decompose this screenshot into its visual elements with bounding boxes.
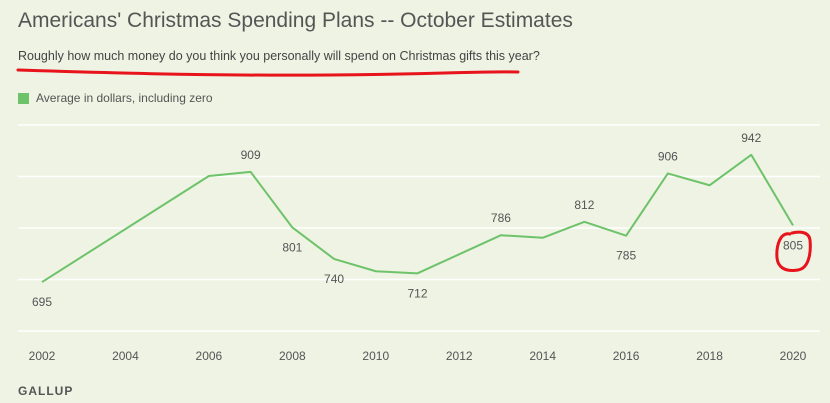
data-label: 695 [32,295,52,309]
x-tick-label: 2020 [780,349,807,363]
data-label: 805 [783,238,803,252]
x-tick-label: 2006 [196,349,223,363]
legend-label: Average in dollars, including zero [36,91,213,105]
circle-annotation [775,230,812,272]
x-tick-label: 2018 [696,349,723,363]
data-label: 942 [741,131,761,145]
x-tick-label: 2014 [529,349,556,363]
data-label: 740 [324,272,344,286]
data-label: 812 [574,198,594,212]
annotations [16,68,812,272]
data-label: 906 [658,149,678,163]
data-labels: 695 909 801 740 712 786 812 785 906 942 805 [32,131,803,309]
x-tick-label: 2004 [112,349,139,363]
data-label: 909 [241,148,261,162]
data-label: 786 [491,211,511,225]
data-label: 801 [282,240,302,254]
x-tick-label: 2012 [446,349,473,363]
source-label: GALLUP [18,384,74,398]
chart-title: Americans' Christmas Spending Plans -- O… [18,9,573,32]
data-label: 785 [616,249,636,263]
chart-subtitle: Roughly how much money do you think you … [18,49,540,63]
series-layer [41,153,794,283]
x-tick-label: 2008 [279,349,306,363]
legend-swatch [18,92,29,104]
x-axis-ticks: 2002 2004 2006 2008 2010 2012 2014 2016 2018 2020 [29,349,807,363]
subtitle-underline-annotation [16,68,520,77]
data-label: 712 [407,286,427,300]
x-tick-label: 2010 [362,349,389,363]
x-tick-label: 2016 [613,349,640,363]
x-tick-label: 2002 [29,349,56,363]
gridlines [18,124,820,332]
legend: Average in dollars, including zero [18,91,213,105]
series-line [41,153,794,283]
